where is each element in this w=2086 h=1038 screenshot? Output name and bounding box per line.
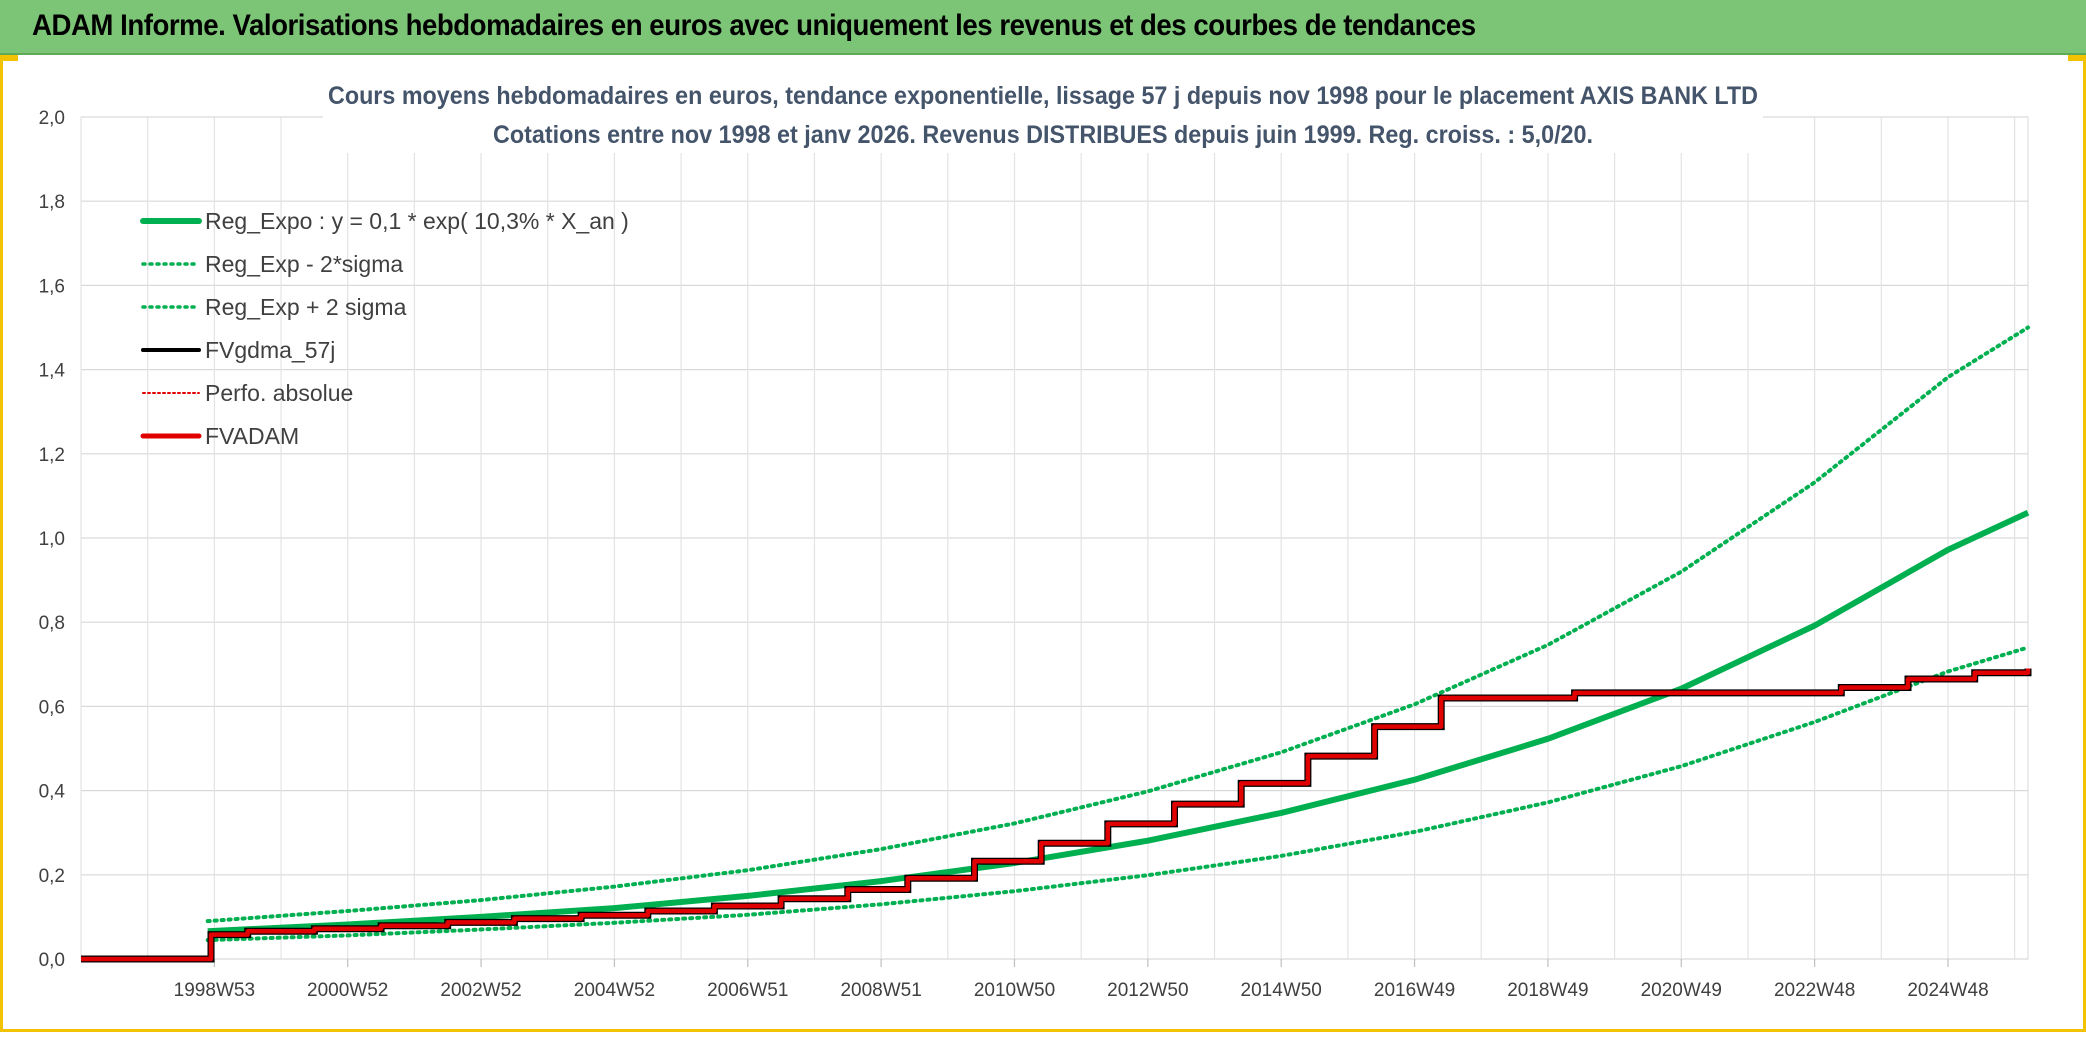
x-tick-label: 2018W49 [1507,980,1588,1001]
legend-label: Reg_Exp - 2*sigma [205,251,403,277]
legend-label: Reg_Exp + 2 sigma [205,294,407,320]
y-tick-label: 0,8 [39,613,65,634]
legend: Reg_Expo : y = 0,1 * exp( 10,3% * X_an )… [140,208,629,449]
frame-corner-left [0,55,18,61]
series-reg-exp-plus-2sigma [205,325,2030,924]
x-axis: 1998W53 2000W52 2002W52 2004W52 2006W51 2008W… [174,959,1989,1001]
chart-titles: Cours moyens hebdomadaires en euros, ten… [323,75,1763,153]
x-tick-label: 2012W50 [1107,980,1188,1001]
x-tick-label: 2000W52 [307,980,388,1001]
x-tick-label: 2014W50 [1241,980,1322,1001]
x-tick-label: 1998W53 [174,980,255,1001]
x-tick-label: 2002W52 [440,980,521,1001]
y-tick-label: 0,0 [39,950,65,971]
x-tick-label: 2008W51 [840,980,921,1001]
legend-label: FVADAM [205,423,299,449]
y-tick-label: 2,0 [39,108,65,129]
chart-frame: 0,0 0,2 0,4 0,6 0,8 1,0 1,2 1,4 1,6 1,8 2,0 1998W5… [0,57,2086,1032]
legend-label: Perfo. absolue [205,380,353,406]
y-tick-label: 1,0 [39,529,65,550]
y-tick-label: 0,4 [39,782,66,803]
report-header: ADAM Informe. Valorisations hebdomadaire… [0,0,2086,55]
y-tick-label: 1,2 [39,445,65,466]
series-fvadam [81,668,2031,962]
title-bg-2 [323,115,1763,153]
y-tick-label: 1,8 [39,192,65,213]
y-tick-label: 0,2 [39,866,65,887]
x-tick-label: 2004W52 [574,980,655,1001]
x-tick-label: 2010W50 [974,980,1055,1001]
y-tick-label: 0,6 [39,697,65,718]
y-tick-label: 1,4 [39,361,66,382]
chart: 0,0 0,2 0,4 0,6 0,8 1,0 1,2 1,4 1,6 1,8 2,0 1998W5… [39,75,2032,1001]
y-tick-label: 1,6 [39,276,65,297]
report-title: ADAM Informe. Valorisations hebdomadaire… [32,9,1476,42]
legend-label: Reg_Expo : y = 0,1 * exp( 10,3% * X_an ) [205,208,629,234]
title-bg-1 [323,75,1763,113]
series-reg-expo [207,509,2030,935]
grid [80,116,2029,960]
y-axis: 0,0 0,2 0,4 0,6 0,8 1,0 1,2 1,4 1,6 1,8 2,0 [39,108,66,971]
series-reg-exp-minus-2sigma [205,645,2030,943]
x-tick-label: 2024W48 [1907,980,1988,1001]
chart-title-line1: Cours moyens hebdomadaires en euros, ten… [328,82,1758,110]
x-tick-label: 2022W48 [1774,980,1855,1001]
chart-title-line2: Cotations entre nov 1998 et janv 2026. R… [493,121,1593,149]
legend-label: FVgdma_57j [205,337,335,363]
x-tick-label: 2020W49 [1641,980,1722,1001]
series-layer [81,325,2032,963]
frame-corner-right [2068,55,2086,61]
x-tick-label: 2006W51 [707,980,788,1001]
x-tick-label: 2016W49 [1374,980,1455,1001]
